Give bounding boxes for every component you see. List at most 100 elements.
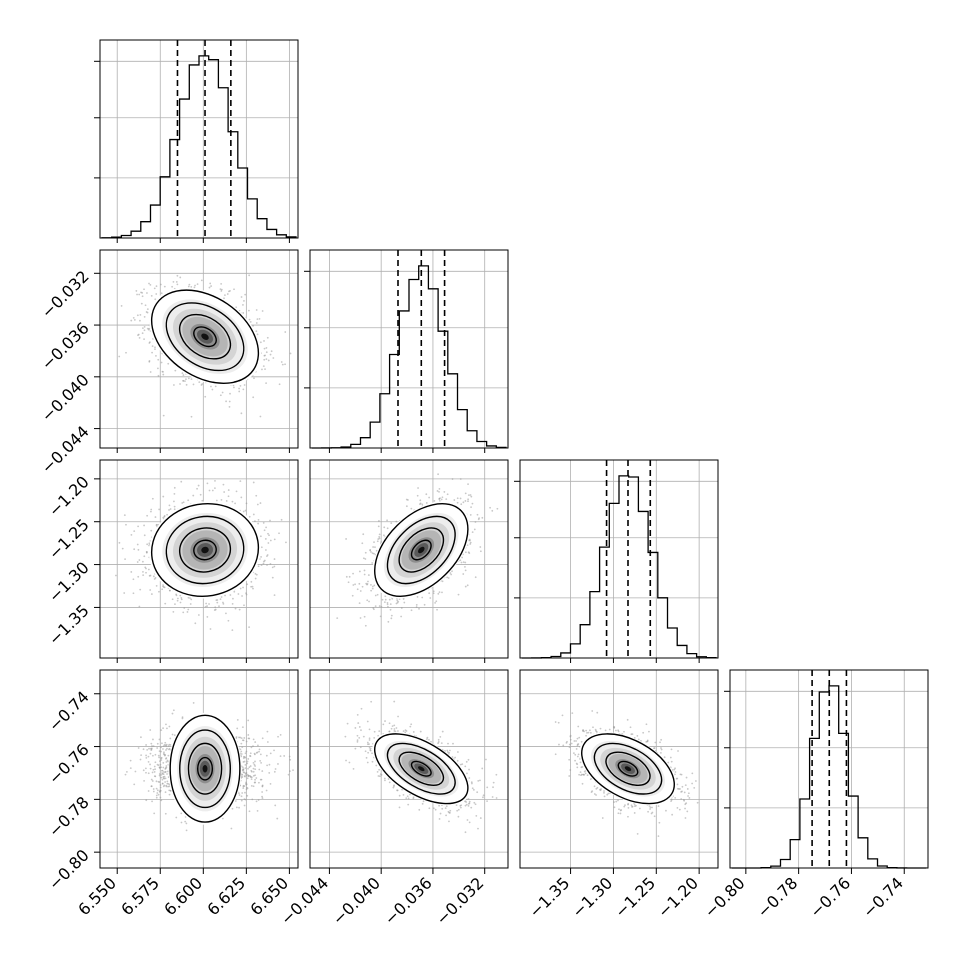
scatter-point: [254, 741, 257, 743]
scatter-point: [386, 527, 389, 530]
scatter-point: [169, 789, 172, 792]
scatter-point: [248, 318, 251, 321]
scatter-point: [459, 806, 462, 809]
scatter-point: [384, 779, 386, 782]
scatter-point: [150, 529, 153, 532]
scatter-point: [277, 763, 279, 765]
scatter-point: [174, 603, 176, 606]
scatter-point: [658, 821, 661, 824]
scatter-point: [154, 346, 156, 349]
scatter-point: [262, 562, 265, 565]
scatter-point: [406, 795, 409, 798]
scatter-point: [153, 578, 156, 580]
scatter-point: [156, 792, 159, 794]
scatter-point: [576, 743, 579, 746]
scatter-point: [238, 792, 240, 795]
scatter-point: [255, 309, 258, 311]
scatter-point: [148, 747, 150, 750]
scatter-point: [651, 811, 654, 814]
scatter-point: [657, 805, 660, 807]
scatter-point: [242, 787, 245, 790]
scatter-point: [169, 508, 172, 510]
scatter-point: [356, 588, 359, 591]
scatter-point: [262, 522, 265, 524]
scatter-point: [289, 352, 292, 355]
scatter-point: [138, 559, 141, 561]
scatter-point: [477, 827, 479, 830]
scatter-point: [152, 745, 155, 748]
scatter-point: [162, 771, 165, 773]
scatter-point: [166, 759, 169, 762]
scatter-point: [554, 753, 557, 756]
scatter-point: [368, 746, 371, 749]
scatter-point: [160, 799, 163, 802]
histogram-step-0: [101, 55, 297, 239]
scatter-point: [220, 498, 223, 501]
scatter-point: [397, 730, 399, 732]
contour-line-2: [178, 313, 232, 360]
scatter-point: [160, 750, 162, 753]
scatter-point: [201, 499, 204, 502]
scatter-point: [269, 563, 272, 565]
scatter-point: [155, 285, 158, 288]
scatter-point: [136, 293, 138, 296]
scatter-point: [240, 799, 243, 802]
scatter-point: [674, 767, 676, 770]
scatter-point: [136, 543, 139, 546]
scatter-point: [421, 503, 424, 506]
scatter-point: [587, 731, 590, 734]
scatter-point: [175, 593, 178, 596]
scatter-point: [387, 620, 390, 623]
scatter-point: [378, 768, 381, 771]
scatter-point: [289, 770, 291, 773]
scatter-point: [571, 712, 574, 715]
scatter-point: [143, 338, 145, 341]
scatter-point: [406, 499, 409, 501]
scatter-point: [155, 796, 158, 799]
scatter-point: [219, 288, 222, 291]
scatter-point: [432, 592, 435, 595]
scatter-point: [151, 351, 153, 354]
density-panel-0-3: [99, 669, 299, 869]
scatter-point: [159, 283, 162, 286]
scatter-point: [190, 415, 193, 418]
scatter-point: [459, 804, 462, 807]
scatter-point: [670, 760, 673, 763]
scatter-point: [154, 753, 157, 756]
y-tick-label: −0.032: [38, 267, 93, 322]
scatter-point: [443, 491, 446, 493]
scatter-point: [146, 327, 149, 330]
scatter-point: [416, 595, 419, 598]
scatter-point: [265, 382, 267, 385]
scatter-point: [206, 482, 209, 485]
scatter-point: [580, 774, 582, 777]
scatter-point: [147, 790, 150, 792]
scatter-point: [367, 580, 369, 583]
scatter-point: [570, 742, 573, 745]
scatter-point: [187, 596, 190, 599]
scatter-point: [167, 785, 169, 788]
scatter-point: [158, 750, 161, 753]
density-fill: [168, 712, 242, 825]
scatter-point: [242, 510, 245, 513]
scatter-point: [268, 772, 271, 774]
density-panel-1-2: [309, 459, 509, 659]
scatter-point: [173, 384, 175, 386]
scatter-point: [146, 292, 148, 294]
scatter-point: [146, 748, 149, 751]
scatter-point: [629, 726, 632, 729]
scatter-point: [133, 783, 136, 786]
scatter-point: [142, 327, 144, 330]
scatter-point: [608, 728, 611, 731]
scatter-point: [454, 756, 457, 759]
scatter-point: [155, 524, 158, 527]
scatter-point: [151, 745, 153, 747]
scatter-point: [468, 821, 471, 824]
scatter-point: [190, 378, 193, 381]
scatter-point: [469, 539, 471, 542]
scatter-point: [181, 372, 184, 375]
contour-line-1: [165, 515, 245, 585]
density-level: [624, 766, 632, 772]
scatter-point: [250, 784, 253, 787]
scatter-point: [155, 787, 158, 790]
